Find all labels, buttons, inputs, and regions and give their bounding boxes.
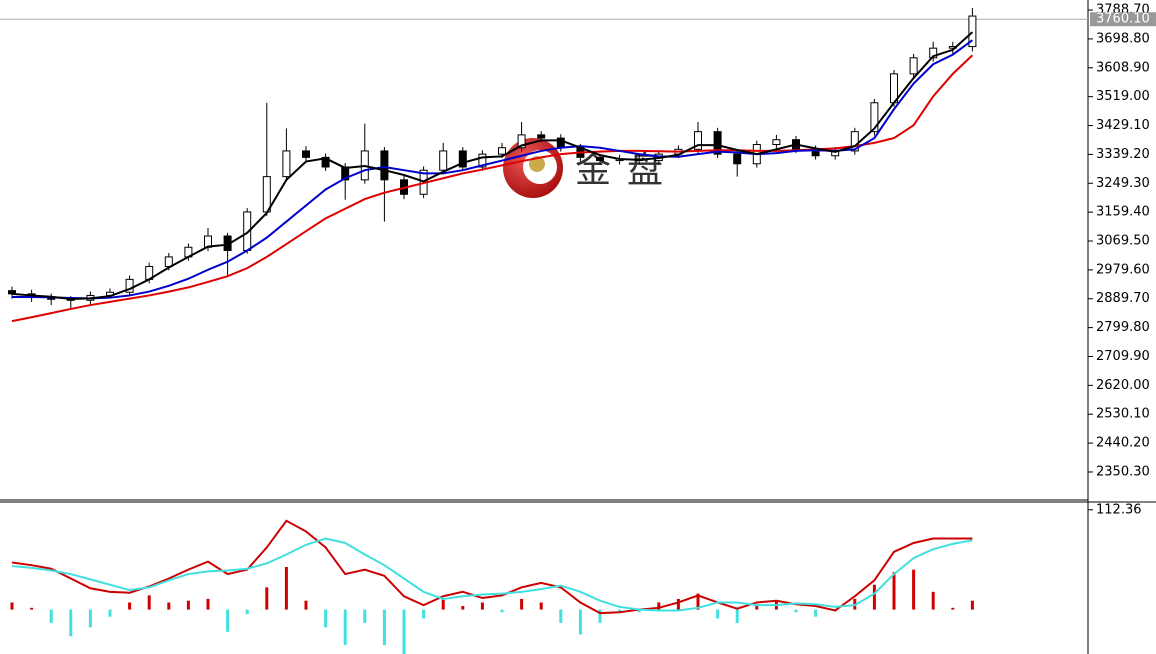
candle-body <box>596 156 604 162</box>
y-tick-label: 2350.30 <box>1096 464 1150 479</box>
candle-body <box>929 47 938 59</box>
candle-body <box>458 150 467 168</box>
candle-body <box>439 150 448 171</box>
line <box>11 519 973 615</box>
y-tick-label: 3249.30 <box>1096 176 1150 191</box>
candle-body <box>125 278 134 293</box>
y-tick-label: 3429.10 <box>1096 118 1150 133</box>
y-tick-label: 3069.50 <box>1096 234 1150 249</box>
watermark-logo <box>503 138 563 198</box>
candle-body <box>282 150 291 178</box>
y-tick-label: 3339.20 <box>1096 147 1150 162</box>
candle-body <box>380 150 389 181</box>
candle-body <box>772 139 781 146</box>
y-tick-label: 2709.90 <box>1096 349 1150 364</box>
y-tick-label: 3608.90 <box>1096 60 1150 75</box>
candle-body <box>302 150 310 158</box>
y-tick-label: 3159.40 <box>1096 205 1150 220</box>
candle-body <box>262 176 271 213</box>
y-tick-label: 2799.80 <box>1096 320 1150 335</box>
y-tick-label: 2979.60 <box>1096 262 1150 277</box>
y-tick-label: 2889.70 <box>1096 291 1150 306</box>
candle-body <box>909 57 918 75</box>
candle-body <box>694 131 702 150</box>
line <box>12 39 973 300</box>
candle-body <box>713 131 722 155</box>
y-tick-label: 3519.00 <box>1096 89 1150 104</box>
y-tick-label: 3698.80 <box>1096 31 1150 46</box>
y-tick-label: 2620.00 <box>1096 378 1150 393</box>
candle-body <box>498 147 506 155</box>
current-price-label: 3760.10 <box>1096 12 1150 27</box>
y-tick-label: 2530.10 <box>1096 407 1150 422</box>
watermark-text: 金盘 <box>575 150 679 191</box>
candle-body <box>968 15 977 48</box>
candle-body <box>850 131 859 152</box>
y-tick-label: 2440.20 <box>1096 436 1150 451</box>
candle-body <box>478 153 487 168</box>
line <box>11 31 974 300</box>
candle-body <box>537 134 546 139</box>
current-price-box <box>1090 12 1156 27</box>
candle-body <box>733 153 742 165</box>
y-tick-label: 112.36 <box>1096 502 1142 517</box>
line <box>11 537 973 612</box>
candle-body <box>870 102 879 133</box>
candle-body <box>517 134 526 149</box>
